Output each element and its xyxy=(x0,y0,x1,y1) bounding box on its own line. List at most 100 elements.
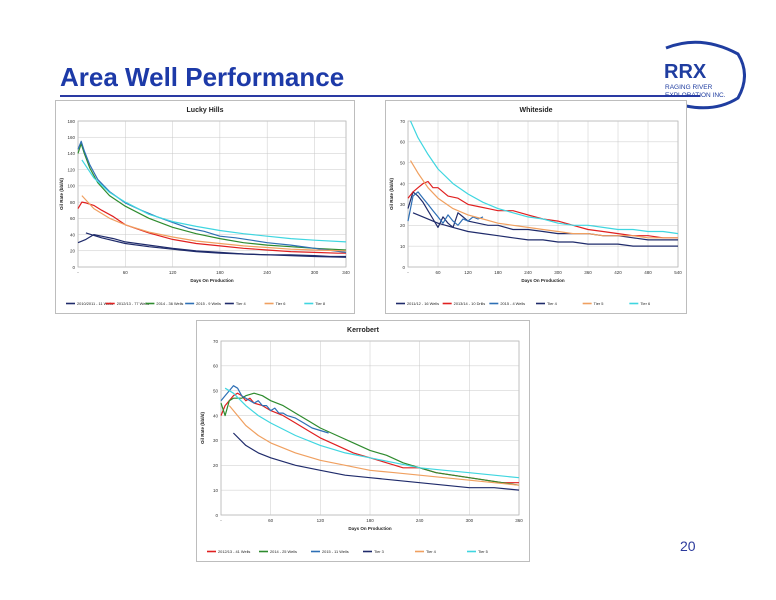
legend-label: 2015 - 9 Wells xyxy=(196,301,221,306)
x-tick-label: - xyxy=(407,270,409,275)
y-tick-label: 160 xyxy=(67,135,75,140)
x-tick-label: 120 xyxy=(169,270,177,275)
legend-label: Tier 3 xyxy=(374,549,384,554)
y-tick-label: 0 xyxy=(215,513,218,518)
series-line-tier-5 xyxy=(409,160,678,239)
y-tick-label: 20 xyxy=(400,223,406,228)
y-tick-label: 180 xyxy=(67,119,75,124)
logo-line2: EXPLORATION INC. xyxy=(665,92,726,99)
y-tick-label: 40 xyxy=(213,413,219,418)
legend-label: 2013/14 - 10 Drills xyxy=(454,301,486,306)
y-axis-label: Oil Rate (bbl/d) xyxy=(389,177,394,210)
x-tick-label: 240 xyxy=(416,518,424,523)
chart-svg: Whiteside 0 10 20 30 40 50 60 70 - 60 120 180 240 300 3… xyxy=(389,107,682,306)
x-tick-label: - xyxy=(77,270,79,275)
legend-label: Tier 4 xyxy=(426,549,437,554)
logo-graphic: RRX RAGING RIVER EXPLORATION INC. xyxy=(664,40,746,110)
series-line-2010-2011-11-wells xyxy=(77,234,346,258)
chart-title: Whiteside xyxy=(519,107,552,114)
logo-main-text: RRX xyxy=(664,61,707,83)
chart-svg: Kerrobert 0 10 20 30 40 50 60 70 - 60 120 180 240 300 3… xyxy=(200,327,523,554)
slide-title: Area Well Performance xyxy=(60,62,345,92)
x-tick-label: 120 xyxy=(464,270,472,275)
y-tick-label: 70 xyxy=(400,119,406,124)
y-tick-label: 20 xyxy=(213,463,219,468)
legend-label: 2010/2011 - 11 Wells xyxy=(77,301,113,306)
y-axis-label: Oil Rate (bbl/d) xyxy=(200,411,205,444)
x-axis-label: Days On Production xyxy=(190,278,234,283)
x-tick-label: 180 xyxy=(366,518,374,523)
series-line-2015-9-wells xyxy=(77,140,347,253)
x-tick-label: 340 xyxy=(342,270,350,275)
chart-title: Kerrobert xyxy=(347,327,380,334)
legend-label: 2014 - 36 Wells xyxy=(156,301,183,306)
y-tick-label: 40 xyxy=(400,181,406,186)
chart-kerrobert: Kerrobert 0 10 20 30 40 50 60 70 - 60 120 180 240 300 3… xyxy=(196,320,530,562)
x-tick-label: 240 xyxy=(263,270,271,275)
y-tick-label: 20 xyxy=(70,249,76,254)
plot-area xyxy=(407,120,679,268)
legend-label: 2012/13 - 77 Wells xyxy=(117,301,149,306)
page-number: 20 xyxy=(680,538,696,554)
x-tick-label: 240 xyxy=(524,270,532,275)
x-tick-label: 300 xyxy=(466,518,474,523)
chart-svg: Lucky Hills 0 20 40 60 80 100 120 140 160 180 - 60 12… xyxy=(59,107,350,306)
y-tick-label: 140 xyxy=(67,151,75,156)
x-tick-label: 180 xyxy=(216,270,224,275)
y-tick-label: 10 xyxy=(400,244,406,249)
logo-line1: RAGING RIVER xyxy=(665,84,713,91)
y-tick-label: 70 xyxy=(213,339,219,344)
legend-label: Tier 4 xyxy=(547,301,558,306)
x-tick-label: 420 xyxy=(614,270,622,275)
legend-label: 2015 - 11 Wells xyxy=(322,549,349,554)
y-tick-label: 50 xyxy=(213,389,219,394)
title-rule xyxy=(60,95,700,97)
series-line-tier-4 xyxy=(85,232,347,258)
company-logo: RRX RAGING RIVER EXPLORATION INC. xyxy=(656,40,746,110)
legend-label: 2015 - 4 Wells xyxy=(500,301,525,306)
legend-label: 2011/12 - 16 Wells xyxy=(407,301,439,306)
y-tick-label: 0 xyxy=(402,265,405,270)
x-tick-label: 60 xyxy=(268,518,274,523)
y-tick-label: 30 xyxy=(400,202,406,207)
y-tick-label: 60 xyxy=(70,216,76,221)
series-line-2012-13-77-wells xyxy=(77,201,346,254)
x-tick-label: 60 xyxy=(435,270,441,275)
series-line-tier-4 xyxy=(228,405,520,486)
y-tick-label: 30 xyxy=(213,438,219,443)
series-line-tier-4 xyxy=(412,212,678,247)
legend-label: Tier 5 xyxy=(594,301,604,306)
y-tick-label: 80 xyxy=(70,200,76,205)
series-line-tier-6 xyxy=(409,120,679,235)
x-tick-label: 360 xyxy=(515,518,523,523)
y-tick-label: 120 xyxy=(67,167,75,172)
legend-label: 2014 - 25 Wells xyxy=(270,549,297,554)
x-tick-label: 300 xyxy=(554,270,562,275)
x-tick-label: 180 xyxy=(494,270,502,275)
x-axis-label: Days On Production xyxy=(521,278,565,283)
series-line-tier-5 xyxy=(224,387,520,479)
x-tick-label: 360 xyxy=(584,270,592,275)
series-line-tier-6 xyxy=(81,195,347,252)
x-axis-label: Days On Production xyxy=(348,526,392,531)
y-tick-label: 60 xyxy=(400,140,406,145)
x-tick-label: 480 xyxy=(644,270,652,275)
y-tick-label: 10 xyxy=(213,488,219,493)
x-tick-label: 120 xyxy=(317,518,325,523)
legend-label: 2012/13 - 41 Wells xyxy=(218,549,250,554)
x-tick-label: 300 xyxy=(311,270,319,275)
series-line-2013-14-10-drills xyxy=(407,180,678,239)
series-line-tier-3 xyxy=(232,432,520,491)
y-axis-label: Oil Rate (bbl/d) xyxy=(59,177,64,210)
series-line-2015-11-wells xyxy=(220,385,329,434)
chart-whiteside: Whiteside 0 10 20 30 40 50 60 70 - 60 120 180 240 300 3… xyxy=(385,100,687,314)
chart-lucky-hills: Lucky Hills 0 20 40 60 80 100 120 140 160 180 - 60 12… xyxy=(55,100,355,314)
series-line-2015-4-wells xyxy=(407,191,484,226)
chart-title: Lucky Hills xyxy=(187,107,224,114)
legend-label: Tier 4 xyxy=(236,301,247,306)
legend-label: Tier 6 xyxy=(276,301,286,306)
legend-label: Tier 8 xyxy=(315,301,325,306)
y-tick-label: 40 xyxy=(70,232,76,237)
x-tick-label: 60 xyxy=(123,270,129,275)
series-line-tier-8 xyxy=(81,159,347,243)
